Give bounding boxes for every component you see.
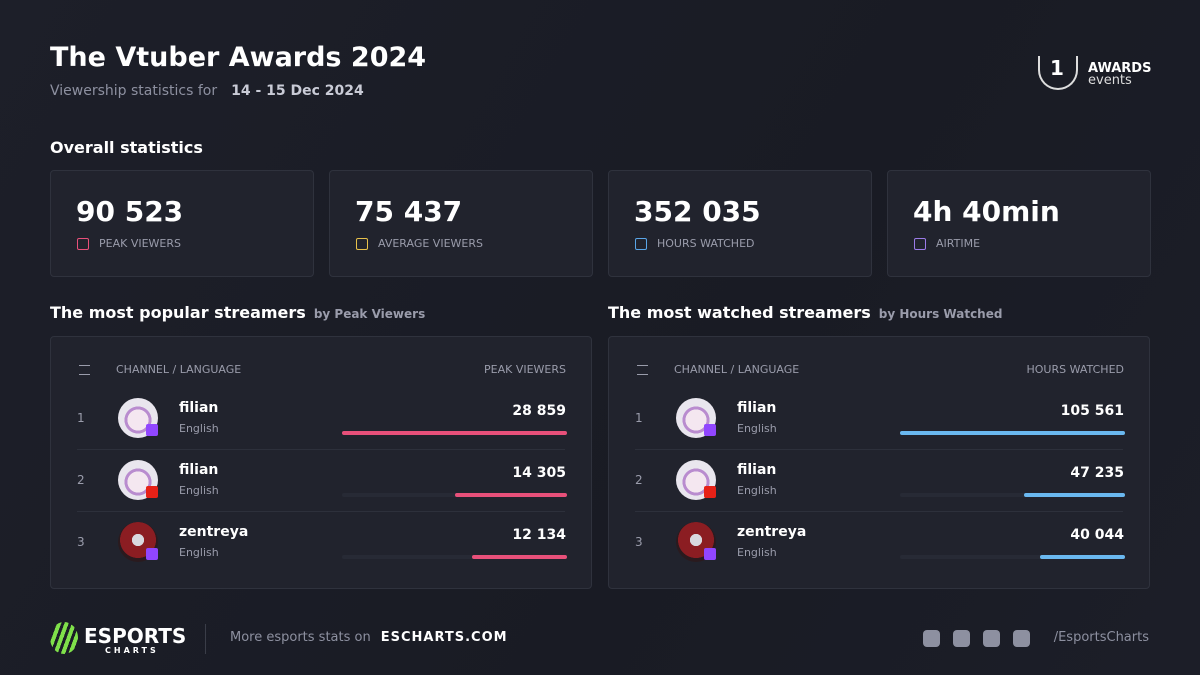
- social-icon: [953, 630, 970, 647]
- row-separator: [635, 511, 1123, 512]
- brand-sub: CHARTS: [105, 646, 159, 655]
- stat-icon: [635, 238, 647, 250]
- rank: 2: [77, 473, 85, 487]
- channel-name: zentreya: [179, 524, 249, 540]
- rank: 3: [635, 535, 643, 549]
- site: ESCHARTS.COM: [380, 630, 508, 645]
- col-header: HOURS WATCHED: [1026, 363, 1125, 376]
- list-icon: [79, 365, 90, 375]
- channel-language: English: [179, 422, 219, 435]
- stat-icon: [77, 238, 89, 250]
- bar: [1039, 555, 1125, 559]
- logo-rank: 1: [1050, 56, 1064, 80]
- handle: /EsportsCharts: [1053, 630, 1149, 645]
- rank: 1: [635, 411, 643, 425]
- metric-value: 105 561: [1060, 403, 1124, 419]
- stat-label: AVERAGE VIEWERS: [378, 237, 483, 250]
- stat-icon: [356, 238, 368, 250]
- bar-track: [900, 493, 1125, 497]
- platform-icon: [146, 486, 158, 498]
- subtitle-row: Viewership statistics for 14 - 15 Dec 202…: [50, 83, 364, 99]
- metric-value: 47 235: [1070, 465, 1124, 481]
- bar: [342, 431, 567, 435]
- social-icon: [923, 630, 940, 647]
- channel-name: zentreya: [737, 524, 807, 540]
- bar-track: [900, 555, 1125, 559]
- table-subtitle: by Hours Watched: [878, 307, 1003, 321]
- channel-language: English: [179, 484, 219, 497]
- divider: [205, 624, 206, 654]
- metric-value: 40 044: [1070, 527, 1124, 543]
- table: CHANNEL / LANGUAGE PEAK VIEWERS 1 filian Eng…: [50, 336, 592, 589]
- dates: 14 - 15 Dec 2024: [231, 83, 364, 99]
- channel-language: English: [179, 546, 219, 559]
- metric-value: 28 859: [512, 403, 566, 419]
- row-separator: [77, 511, 565, 512]
- section-title: Overall statistics: [50, 138, 203, 157]
- row-separator: [77, 449, 565, 450]
- col-header: CHANNEL / LANGUAGE: [674, 363, 800, 376]
- logo-line2: events: [1088, 73, 1132, 88]
- stat-label: HOURS WATCHED: [657, 237, 755, 250]
- brand: ESPORTS: [84, 624, 187, 648]
- channel-language: English: [737, 484, 777, 497]
- metric-value: 14 305: [512, 465, 566, 481]
- table-heading: The most popular streamers by Peak Viewer…: [50, 303, 425, 322]
- footer-text: More esports stats on ESCHARTS.COM: [230, 630, 508, 645]
- stat-card: 75 437 AVERAGE VIEWERS: [329, 170, 593, 277]
- platform-icon: [704, 486, 716, 498]
- stat-card: 352 035 HOURS WATCHED: [608, 170, 872, 277]
- bar: [472, 555, 567, 559]
- stat-icon: [914, 238, 926, 250]
- channel-name: filian: [179, 400, 219, 416]
- subtitle: Viewership statistics for: [50, 83, 218, 99]
- channel-name: filian: [737, 462, 777, 478]
- rank: 3: [77, 535, 85, 549]
- rank: 2: [635, 473, 643, 487]
- row-separator: [635, 449, 1123, 450]
- stat-label: AIRTIME: [936, 237, 981, 250]
- stat-card: 4h 40min AIRTIME: [887, 170, 1151, 277]
- table-heading: The most watched streamers by Hours Watch…: [608, 303, 1002, 322]
- stat-label: PEAK VIEWERS: [99, 237, 181, 250]
- stat-value: 352 035: [634, 195, 761, 228]
- table-title: The most watched streamers: [608, 303, 871, 322]
- more-text: More esports stats on: [230, 630, 371, 645]
- table-subtitle: by Peak Viewers: [313, 307, 426, 321]
- brand-mark: [50, 622, 78, 654]
- bar-track: [342, 493, 567, 497]
- stat-value: 4h 40min: [913, 195, 1060, 228]
- rank: 1: [77, 411, 85, 425]
- table-title: The most popular streamers: [50, 303, 306, 322]
- bar-track: [342, 555, 567, 559]
- social-icon: [1013, 630, 1030, 647]
- col-header: CHANNEL / LANGUAGE: [116, 363, 242, 376]
- social-icon: [983, 630, 1000, 647]
- platform-icon: [704, 424, 716, 436]
- stat-value: 90 523: [76, 195, 184, 228]
- channel-language: English: [737, 422, 777, 435]
- platform-icon: [704, 548, 716, 560]
- title: The Vtuber Awards 2024: [50, 42, 427, 73]
- list-icon: [637, 365, 648, 375]
- logo-badge: [1038, 56, 1078, 90]
- bar: [455, 493, 567, 497]
- metric-value: 12 134: [512, 527, 566, 543]
- col-header: PEAK VIEWERS: [484, 363, 566, 376]
- platform-icon: [146, 424, 158, 436]
- table: CHANNEL / LANGUAGE HOURS WATCHED 1 filian En…: [608, 336, 1150, 589]
- bar: [1024, 493, 1125, 497]
- logo-line1: AWARDS: [1088, 61, 1152, 76]
- channel-language: English: [737, 546, 777, 559]
- bar: [900, 431, 1125, 435]
- platform-icon: [146, 548, 158, 560]
- channel-name: filian: [737, 400, 777, 416]
- stat-value: 75 437: [355, 195, 463, 228]
- stat-card: 90 523 PEAK VIEWERS: [50, 170, 314, 277]
- channel-name: filian: [179, 462, 219, 478]
